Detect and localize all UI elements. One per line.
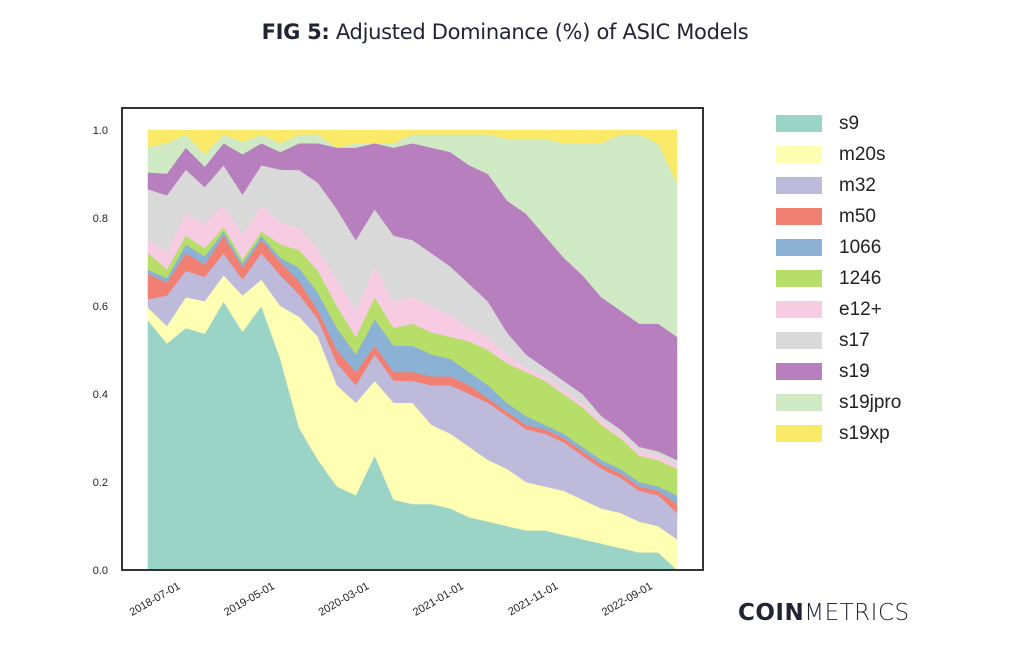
- logo-light: METRICS: [804, 600, 910, 626]
- legend-label: m20s: [839, 143, 886, 165]
- legend-swatch: [776, 115, 822, 132]
- y-tick-label: 0.6: [93, 301, 108, 313]
- legend-item-m50: m50: [776, 201, 901, 232]
- y-tick-label: 0.2: [93, 477, 108, 489]
- legend-swatch: [776, 208, 822, 225]
- legend-label: s19xp: [839, 422, 890, 444]
- chart-title-prefix: FIG 5:: [261, 20, 330, 44]
- legend-swatch: [776, 301, 822, 318]
- plot-frame: [121, 107, 704, 571]
- area-layers: [147, 129, 678, 571]
- legend-label: s19: [839, 360, 870, 382]
- x-tick-label: 2022-09-01: [600, 580, 655, 619]
- legend-swatch: [776, 146, 822, 163]
- x-axis: 2018-07-01 2019-05-01 2020-03-01 2021-01-01…: [128, 580, 655, 619]
- legend-swatch: [776, 425, 822, 442]
- legend-item-m32: m32: [776, 170, 901, 201]
- legend-swatch: [776, 332, 822, 349]
- legend-label: s9: [839, 112, 860, 134]
- legend-swatch: [776, 394, 822, 411]
- legend-swatch: [776, 363, 822, 380]
- legend-item-1246: 1246: [776, 263, 901, 294]
- legend-label: 1066: [839, 236, 882, 258]
- y-axis: 0.0 0.2 0.4 0.6 0.8 1.0: [93, 125, 108, 577]
- logo-bold: COIN: [738, 600, 805, 626]
- y-tick-label: 0.8: [93, 213, 108, 225]
- legend-item-s19xp: s19xp: [776, 418, 901, 449]
- legend-item-s17: s17: [776, 325, 901, 356]
- x-tick-label: 2018-07-01: [128, 580, 183, 619]
- legend-item-s9: s9: [776, 108, 901, 139]
- legend-item-m20s: m20s: [776, 139, 901, 170]
- x-tick-label: 2021-01-01: [411, 580, 466, 619]
- legend-item-s19: s19: [776, 356, 901, 387]
- y-tick-label: 0.0: [93, 565, 108, 577]
- legend-label: e12+: [839, 298, 882, 320]
- legend-label: m50: [839, 205, 876, 227]
- legend-item-s19jpro: s19jpro: [776, 387, 901, 418]
- legend-label: s19jpro: [839, 391, 902, 413]
- legend-label: 1246: [839, 267, 882, 289]
- legend-item-1066: 1066: [776, 232, 901, 263]
- legend-label: m32: [839, 174, 876, 196]
- legend-item-e12+: e12+: [776, 294, 901, 325]
- chart-title-text: Adjusted Dominance (%) of ASIC Models: [329, 20, 749, 44]
- legend-swatch: [776, 239, 822, 256]
- x-tick-label: 2021-11-01: [506, 580, 560, 618]
- legend-swatch: [776, 177, 822, 194]
- legend-label: s17: [839, 329, 870, 351]
- legend-swatch: [776, 270, 822, 287]
- chart-title: FIG 5: Adjusted Dominance (%) of ASIC Mo…: [0, 20, 1010, 44]
- y-tick-label: 0.4: [93, 389, 108, 401]
- y-tick-label: 1.0: [93, 125, 108, 137]
- coinmetrics-logo: COINMETRICS: [738, 600, 910, 626]
- x-tick-label: 2019-05-01: [222, 580, 277, 619]
- x-tick-label: 2020-03-01: [317, 580, 372, 619]
- area-s19xp: [147, 129, 678, 183]
- legend: s9 m20s m32 m50 1066 1246 e12+ s17 s19 s19jpro s19…: [776, 108, 901, 449]
